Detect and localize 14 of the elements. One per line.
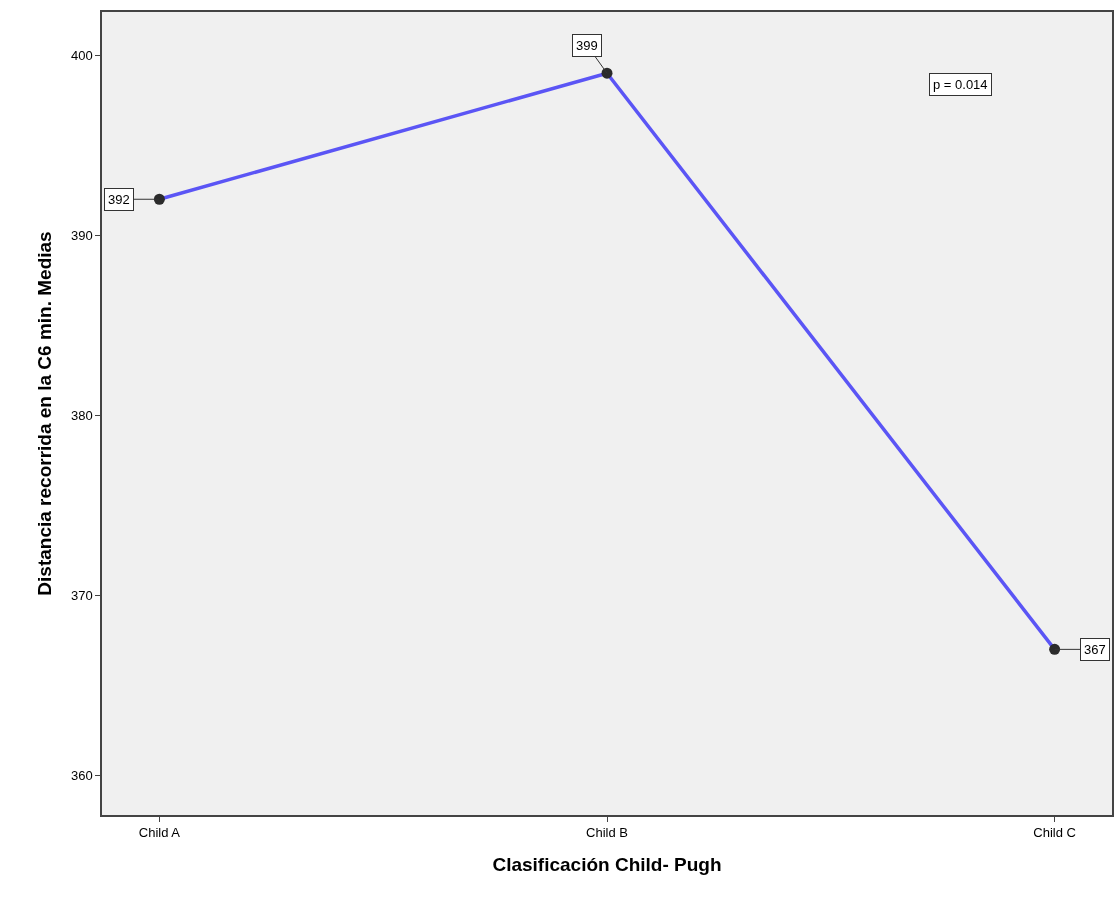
data-label: 392 [108,192,130,207]
y-axis-title: Distancia recorrida en la C6 min. Medias [34,231,56,596]
data-label: 399 [576,38,598,53]
data-label: 367 [1084,642,1106,657]
y-tick-label: 400 [70,47,93,63]
y-tick-label: 390 [70,227,93,243]
y-tick-label: 380 [70,407,93,423]
x-tick-label: Child A [138,825,181,841]
annotation: p = 0.014 [933,77,988,92]
x-tick-label: Child B [586,825,628,841]
y-tick-label: 370 [70,587,93,603]
y-tick-label: 360 [70,767,93,783]
x-tick-label: Child C [1033,825,1076,841]
x-axis-title: Clasificación Child- Pugh [492,853,722,875]
